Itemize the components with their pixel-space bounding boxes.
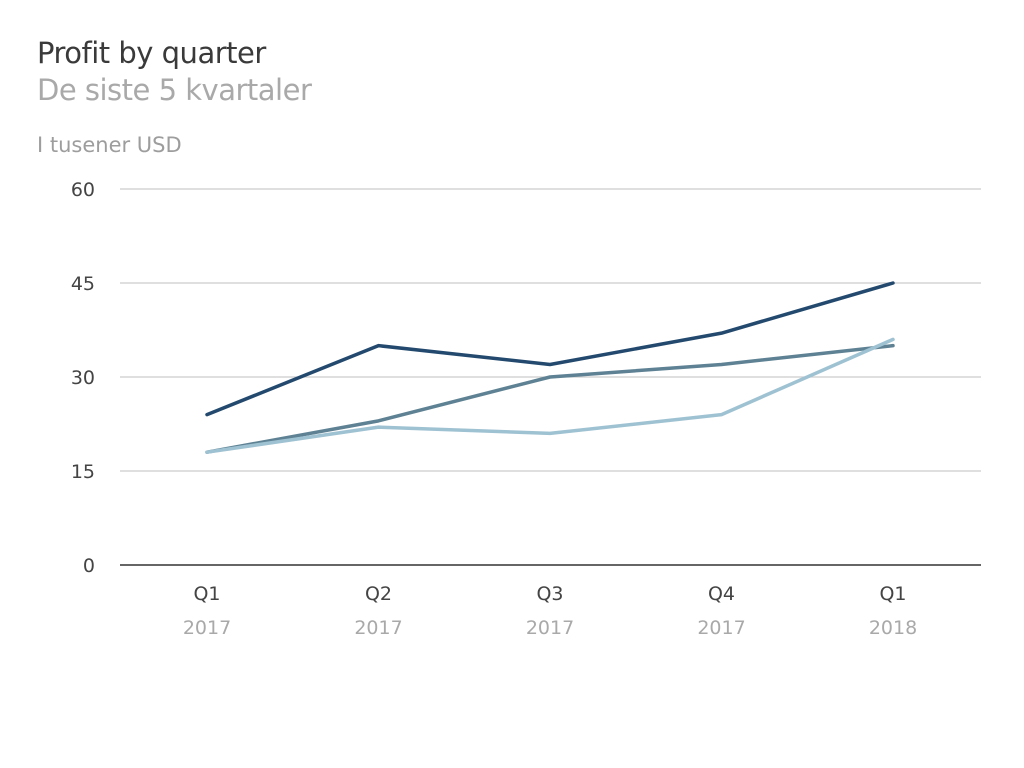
x-tick-quarter: Q4: [708, 583, 735, 605]
x-tick-quarter: Q1: [879, 583, 906, 605]
y-tick-label: 45: [71, 273, 95, 295]
x-tick-year: 2017: [183, 617, 231, 639]
y-tick-label: 30: [71, 367, 95, 389]
chart-subtitle: De siste 5 kvartaler: [37, 73, 312, 107]
x-tick-quarter: Q3: [536, 583, 563, 605]
x-tick-year: 2017: [526, 617, 574, 639]
series-line-3: [205, 337, 895, 454]
series-lines: [205, 281, 895, 454]
y-ticks: 60 45 30 15 0: [71, 179, 95, 577]
gridlines: [120, 188, 981, 566]
x-tick-quarter: Q1: [193, 583, 220, 605]
x-tick-year: 2018: [869, 617, 917, 639]
y-axis-label: I tusener USD: [37, 133, 182, 157]
y-tick-label: 15: [71, 461, 95, 483]
x-ticks: Q1 2017 Q2 2017 Q3 2017 Q4 2017 Q1 2018: [183, 583, 917, 639]
x-tick-year: 2017: [354, 617, 402, 639]
series-line-2: [205, 343, 895, 454]
x-tick-year: 2017: [697, 617, 745, 639]
y-tick-label: 60: [71, 179, 95, 201]
y-tick-label: 0: [83, 555, 95, 577]
x-tick-quarter: Q2: [365, 583, 392, 605]
chart-title: Profit by quarter: [37, 36, 266, 70]
series-line-1: [205, 281, 895, 417]
